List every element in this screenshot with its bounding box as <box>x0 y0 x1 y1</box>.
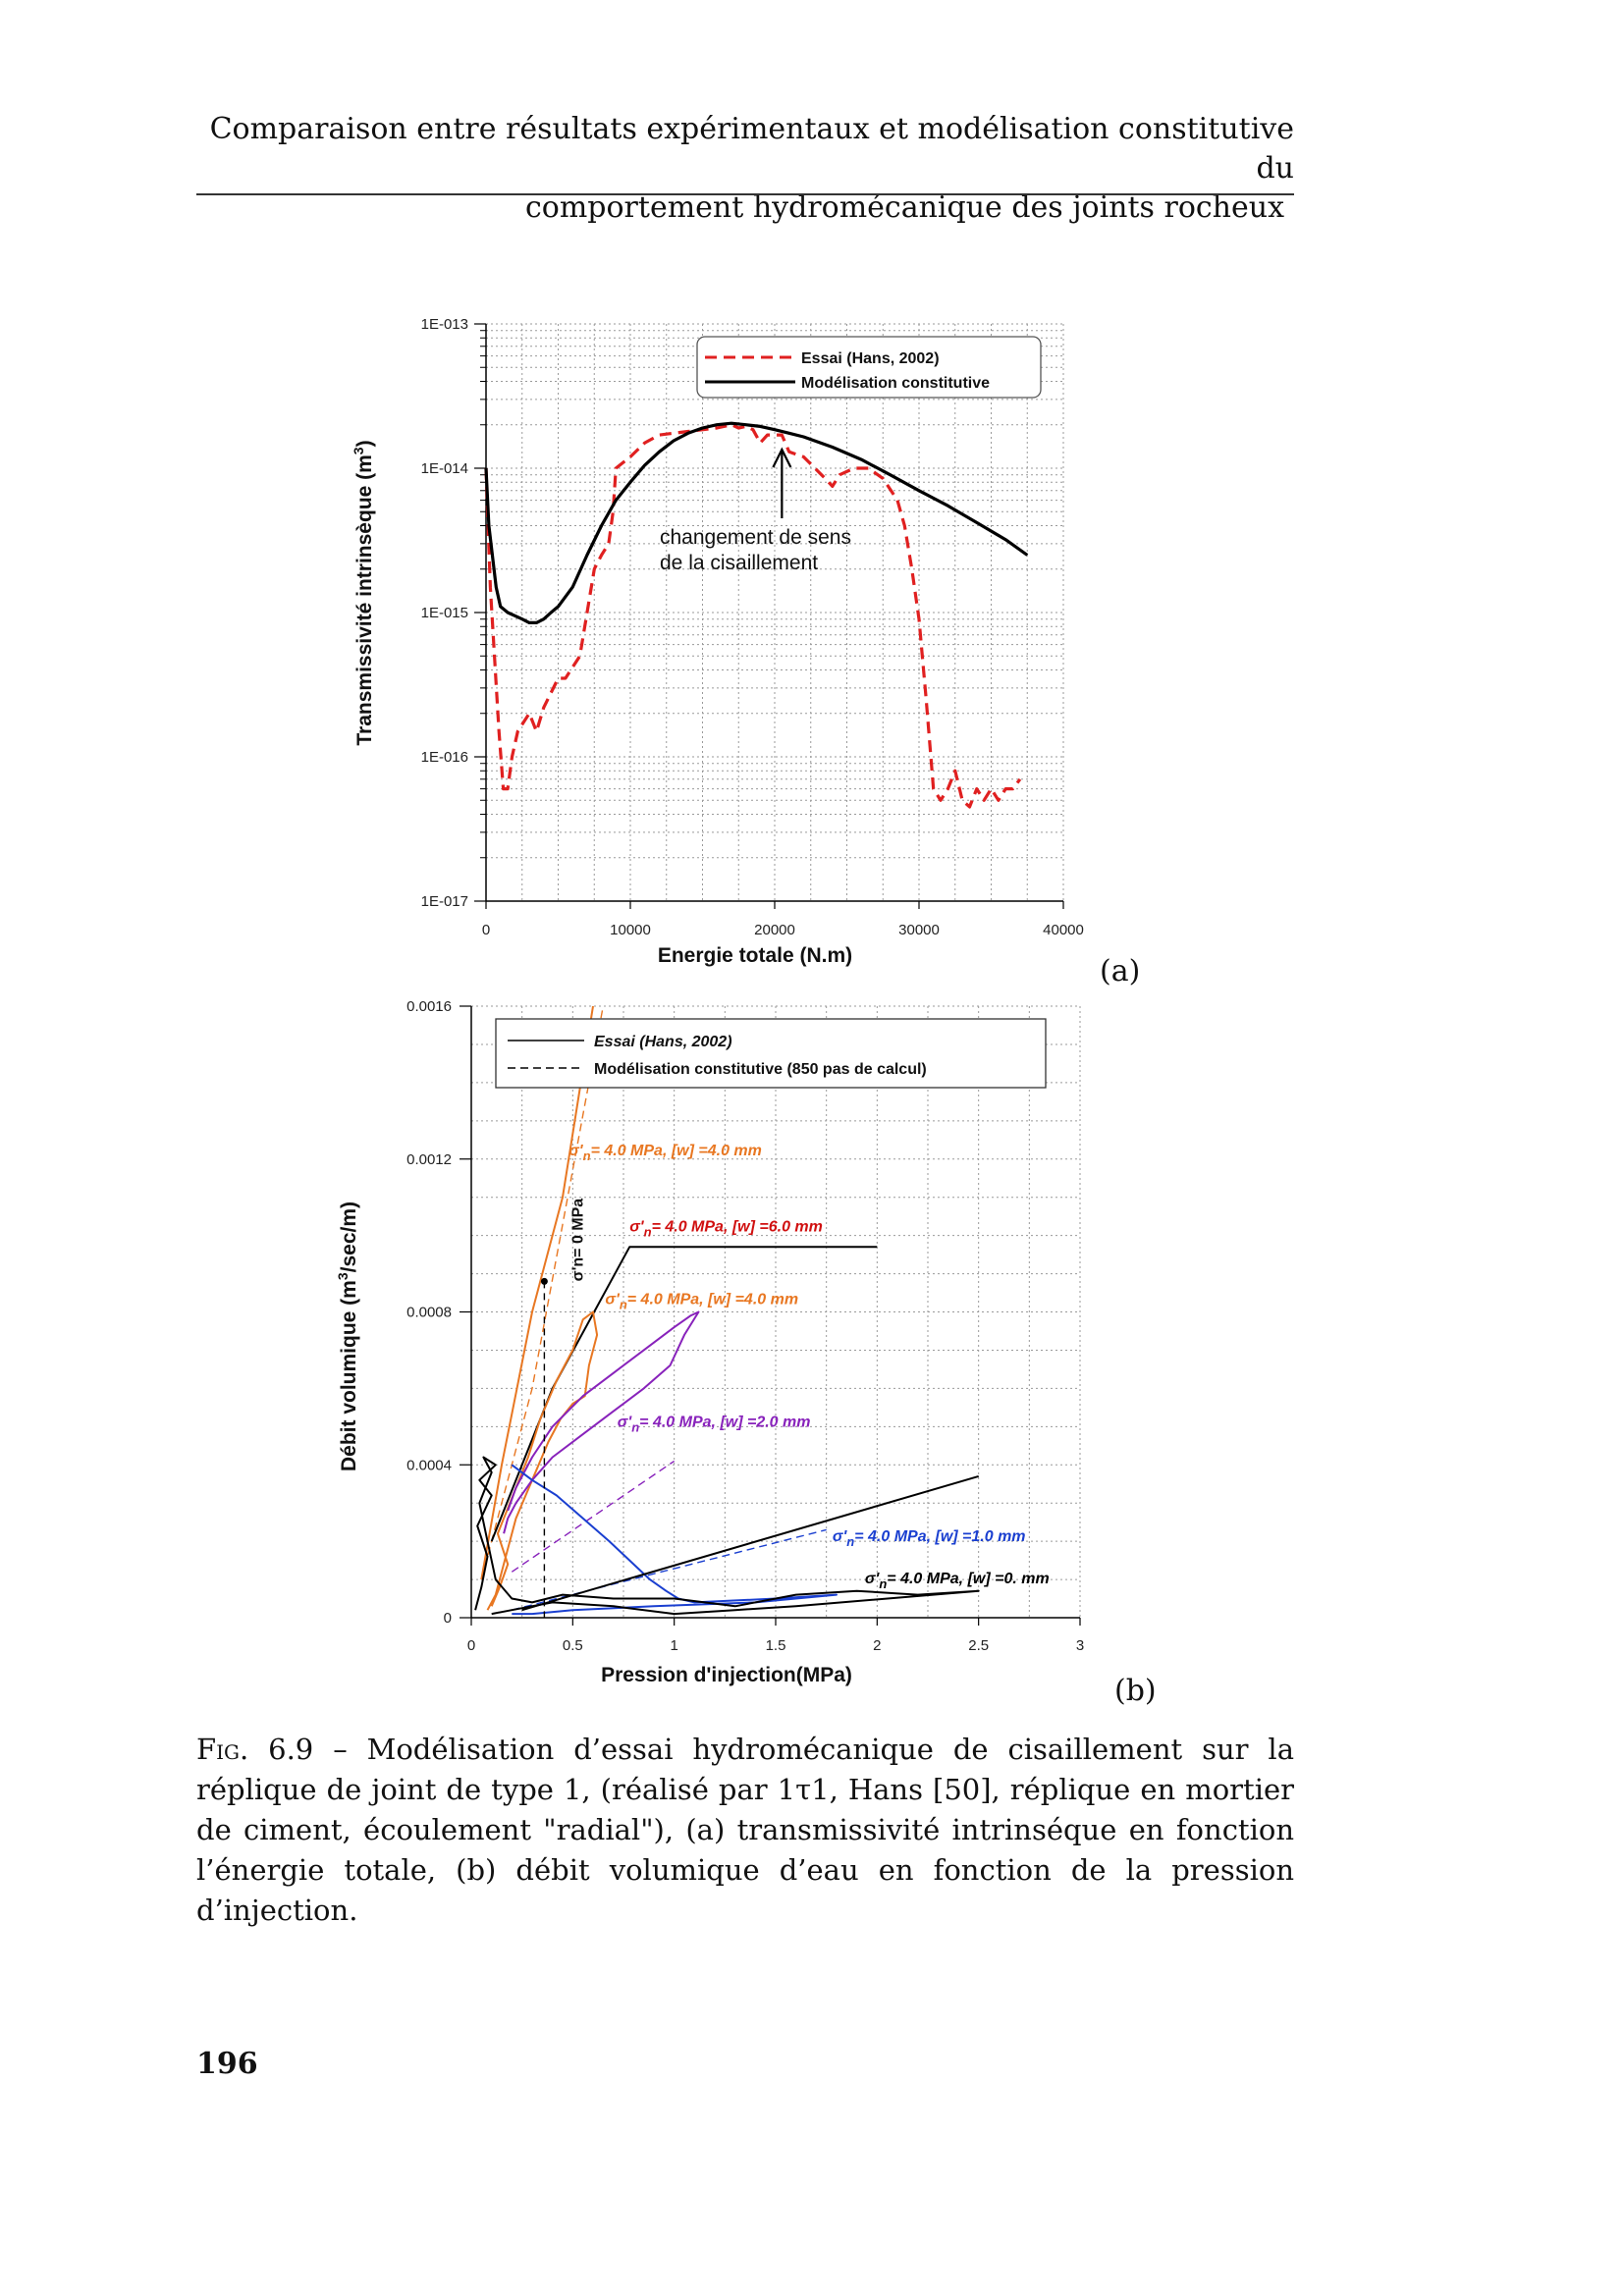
x-tick-label: 20000 <box>754 922 795 938</box>
figure-caption: Fig. 6.9 – Modélisation d’essai hydroméc… <box>196 1730 1294 1931</box>
chart-b-sublabel: (b) <box>1114 1674 1157 1708</box>
sigma-zero-marker-dot <box>540 1277 548 1285</box>
caption-label: Fig. 6.9 <box>196 1733 314 1766</box>
y-axis-label: Transmissivité intrinsèque (m3) <box>351 440 376 745</box>
y-tick-label: 1E-014 <box>421 460 468 477</box>
caption-text: – Modélisation d’essai hydromécanique de… <box>196 1733 1294 1927</box>
y-tick-label: 1E-013 <box>421 316 468 333</box>
chart-a-sublabel: (a) <box>1100 954 1141 988</box>
curve-label: σ'n= 4.0 MPa, [w] =2.0 mm <box>618 1414 811 1434</box>
series-line <box>490 1246 878 1542</box>
header-line-2: comportement hydromécanique des joints r… <box>524 190 1284 225</box>
x-axis-label: Energie totale (N.m) <box>658 944 852 967</box>
annotation-line-1: changement de sens <box>660 526 851 549</box>
series-line <box>480 1006 594 1580</box>
series-group <box>474 1006 980 1616</box>
series-line <box>474 1456 980 1616</box>
y-tick-label: 0.0008 <box>406 1305 452 1321</box>
header-rule <box>196 193 1294 195</box>
x-tick-label: 10000 <box>610 922 651 938</box>
annotation-arrow-head <box>772 447 792 468</box>
x-tick-label: 1 <box>670 1637 677 1654</box>
x-tick-label: 0 <box>467 1637 475 1654</box>
legend-label-modelisation: Modélisation constitutive <box>801 375 990 392</box>
curve-label: σ'n= 4.0 MPa, [w] =1.0 mm <box>833 1528 1026 1549</box>
x-tick-label: 3 <box>1076 1637 1084 1654</box>
y-tick-label: 0.0004 <box>406 1457 452 1473</box>
curve-label: σ'n= 4.0 MPa, [w] =4.0 mm <box>605 1292 798 1312</box>
series-line <box>486 1310 599 1611</box>
y-tick-label: 1E-015 <box>421 605 468 621</box>
x-tick-label: 30000 <box>898 922 940 938</box>
y-tick-label: 0.0012 <box>406 1151 452 1168</box>
legend-label-modelisation: Modélisation constitutive (850 pas de ca… <box>594 1061 927 1078</box>
page-number: 196 <box>196 2047 258 2081</box>
curve-label: σ'n= 4.0 MPa, [w] =6.0 mm <box>629 1219 823 1240</box>
series-line <box>521 1474 979 1612</box>
chart-b: 0 0.0004 0.0008 0.0012 0.0016 0 0.5 1 1.5 2 2.5 3 Pr… <box>335 998 1084 1686</box>
header-line-1: Comparaison entre résultats expérimentau… <box>209 112 1294 186</box>
x-tick-label: 0 <box>482 922 490 938</box>
curve-label: σ'n= 4.0 MPa, [w] =4.0 mm <box>568 1143 762 1163</box>
x-tick-label: 0.5 <box>563 1637 583 1654</box>
x-tick-label: 2.5 <box>968 1637 989 1654</box>
annotation-line-2: de la cisaillement <box>660 552 818 574</box>
sigma-zero-label: σ'n= 0 MPa <box>570 1199 587 1282</box>
y-axis-label: Débit volumique (m3/sec/m) <box>335 1201 360 1471</box>
x-tick-label: 2 <box>873 1637 881 1654</box>
series-line <box>511 1460 676 1573</box>
x-tick-label: 40000 <box>1043 922 1084 938</box>
curve-label: σ'n= 4.0 MPa, [w] =0. mm <box>865 1571 1050 1591</box>
y-tick-label: 0.0016 <box>406 998 452 1015</box>
chart-a: 1E-017 1E-016 1E-015 1E-014 1E-013 0 10000 2000… <box>351 316 1084 967</box>
legend-label-essai: Essai (Hans, 2002) <box>801 350 940 367</box>
series-essai-line <box>484 423 1022 809</box>
series-line <box>480 1006 604 1580</box>
y-tick-label: 1E-016 <box>421 749 468 766</box>
series-line <box>503 1310 700 1534</box>
x-tick-label: 1.5 <box>766 1637 786 1654</box>
series-modelisation-line <box>484 421 1029 624</box>
y-tick-label: 0 <box>444 1610 452 1627</box>
x-axis-label: Pression d'injection(MPa) <box>601 1664 852 1686</box>
y-tick-label: 1E-017 <box>421 893 468 910</box>
running-header: Comparaison entre résultats expérimentau… <box>196 110 1294 228</box>
legend-label-essai: Essai (Hans, 2002) <box>594 1034 732 1050</box>
legend-box <box>495 1018 1047 1089</box>
